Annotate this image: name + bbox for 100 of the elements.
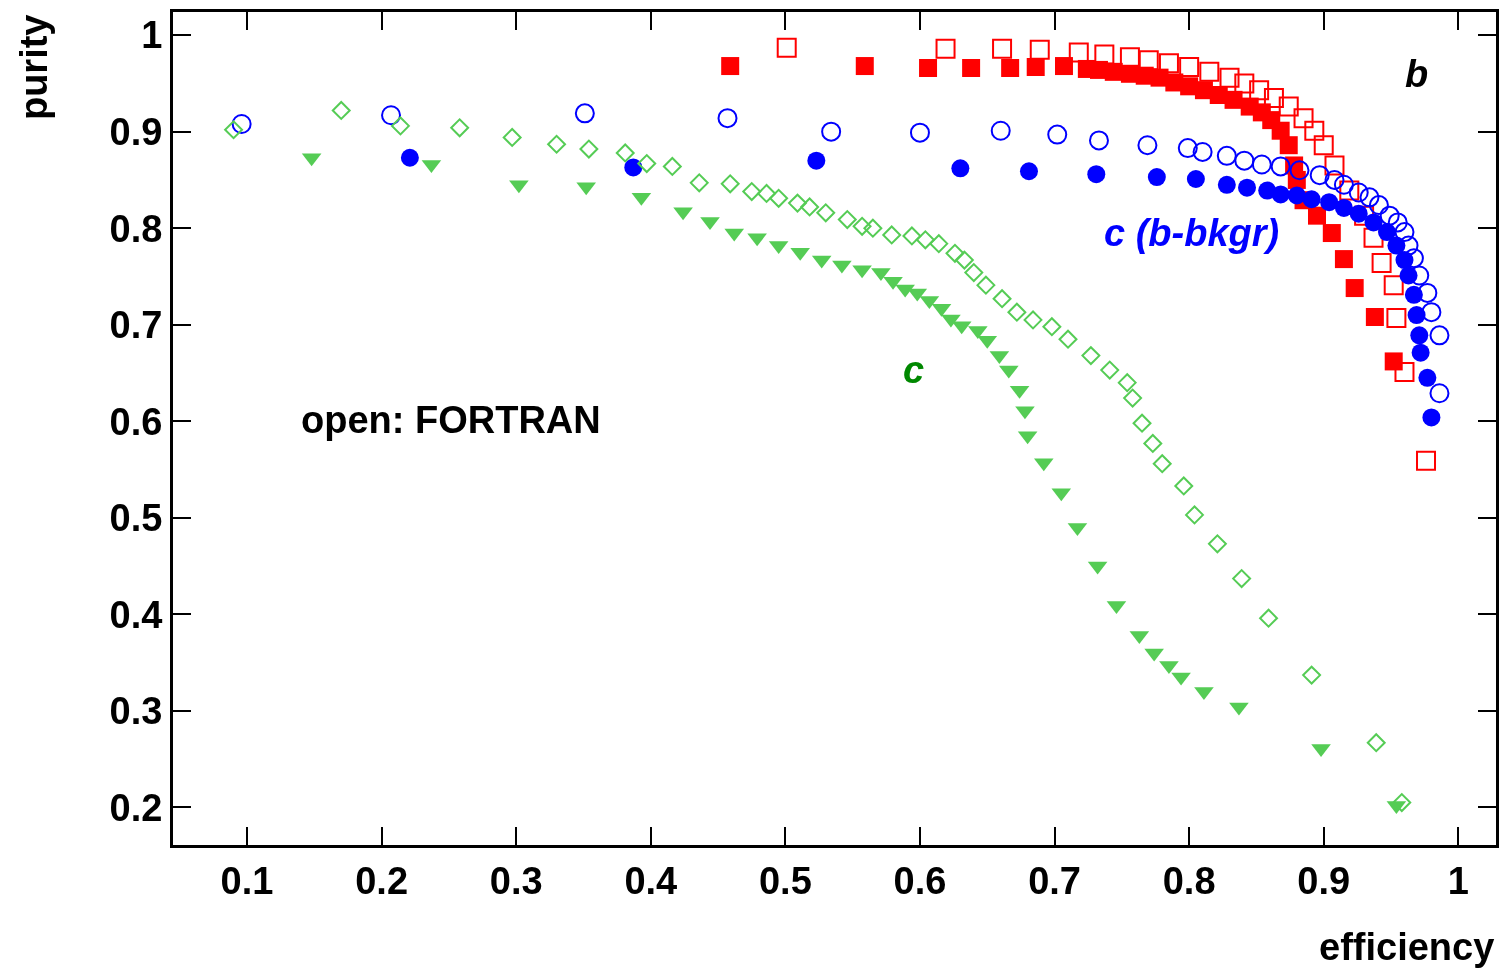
point	[769, 188, 789, 208]
point	[1339, 180, 1360, 201]
point	[1232, 569, 1252, 589]
point	[509, 180, 529, 194]
point	[1026, 58, 1045, 77]
x-tick-label: 0.1	[220, 859, 274, 902]
point	[689, 173, 709, 193]
y-tick-label: 0.7	[109, 304, 163, 347]
point	[1054, 57, 1073, 76]
point	[391, 116, 410, 136]
point	[863, 218, 883, 238]
point	[1308, 206, 1326, 225]
point	[1229, 702, 1249, 716]
point	[1068, 42, 1089, 63]
point	[1137, 135, 1158, 156]
point	[1081, 346, 1101, 366]
point	[1249, 80, 1270, 101]
point	[721, 57, 740, 76]
point	[1345, 279, 1364, 298]
point	[673, 207, 693, 221]
point	[1174, 476, 1194, 496]
point	[962, 58, 981, 77]
point	[1429, 325, 1450, 346]
point	[637, 154, 657, 173]
point	[852, 216, 872, 236]
point	[1302, 190, 1321, 209]
point	[1143, 434, 1163, 453]
point	[1138, 50, 1159, 71]
point	[871, 268, 891, 282]
point	[1042, 317, 1062, 337]
point	[1219, 67, 1240, 88]
point	[941, 314, 961, 328]
y-tick-label: 0.4	[109, 593, 163, 636]
point	[1383, 275, 1404, 296]
point	[1302, 665, 1322, 685]
point	[837, 210, 857, 229]
point	[807, 151, 826, 170]
point	[1379, 205, 1400, 226]
point	[1289, 160, 1310, 181]
point	[1152, 454, 1172, 474]
annotation: c	[903, 349, 925, 391]
point	[1147, 168, 1166, 187]
point	[502, 128, 522, 147]
point	[1119, 47, 1140, 68]
point	[992, 289, 1012, 309]
point	[1418, 368, 1437, 387]
point	[1047, 124, 1068, 145]
y-tick-label: 0.6	[109, 400, 163, 443]
point	[1322, 224, 1341, 243]
point	[1234, 73, 1255, 94]
point	[1179, 57, 1200, 78]
point	[231, 113, 252, 134]
point	[1251, 154, 1272, 175]
point	[816, 203, 836, 223]
point	[1087, 165, 1106, 184]
point	[1387, 212, 1408, 233]
y-tick-label: 1	[141, 14, 163, 57]
point	[1366, 733, 1386, 753]
point	[935, 38, 956, 59]
x-tick-label: 0.3	[489, 859, 543, 902]
point	[855, 57, 874, 76]
point	[1278, 96, 1299, 117]
y-tick-label: 0.5	[109, 497, 163, 540]
annotation: c (b-bkgr)	[1104, 212, 1280, 254]
point	[990, 120, 1011, 141]
point	[788, 193, 807, 213]
point	[945, 243, 965, 263]
point	[1194, 687, 1214, 701]
point	[1410, 326, 1429, 345]
point	[951, 159, 970, 178]
point	[1359, 187, 1380, 208]
point	[747, 233, 767, 247]
point	[1029, 39, 1050, 60]
point	[902, 226, 922, 246]
point	[909, 122, 930, 143]
point	[1132, 413, 1152, 433]
point	[1015, 406, 1035, 420]
point	[757, 184, 776, 203]
point	[1293, 108, 1314, 129]
x-axis-title: efficiency	[1319, 926, 1495, 968]
point	[776, 37, 797, 58]
point	[1309, 165, 1330, 186]
point	[1368, 195, 1389, 216]
point	[929, 234, 949, 254]
point	[1371, 252, 1392, 273]
point	[1238, 178, 1257, 197]
point	[1217, 175, 1236, 194]
point	[1144, 648, 1164, 662]
point	[1094, 44, 1115, 65]
point	[1271, 185, 1290, 204]
point	[1429, 383, 1450, 404]
x-tick-label: 0.2	[355, 859, 409, 902]
point	[1324, 169, 1345, 190]
point	[1333, 174, 1354, 195]
point	[624, 158, 643, 177]
point	[1394, 362, 1415, 383]
point	[1023, 310, 1043, 330]
point	[1192, 141, 1213, 162]
point	[1411, 343, 1430, 362]
point	[1007, 302, 1027, 322]
